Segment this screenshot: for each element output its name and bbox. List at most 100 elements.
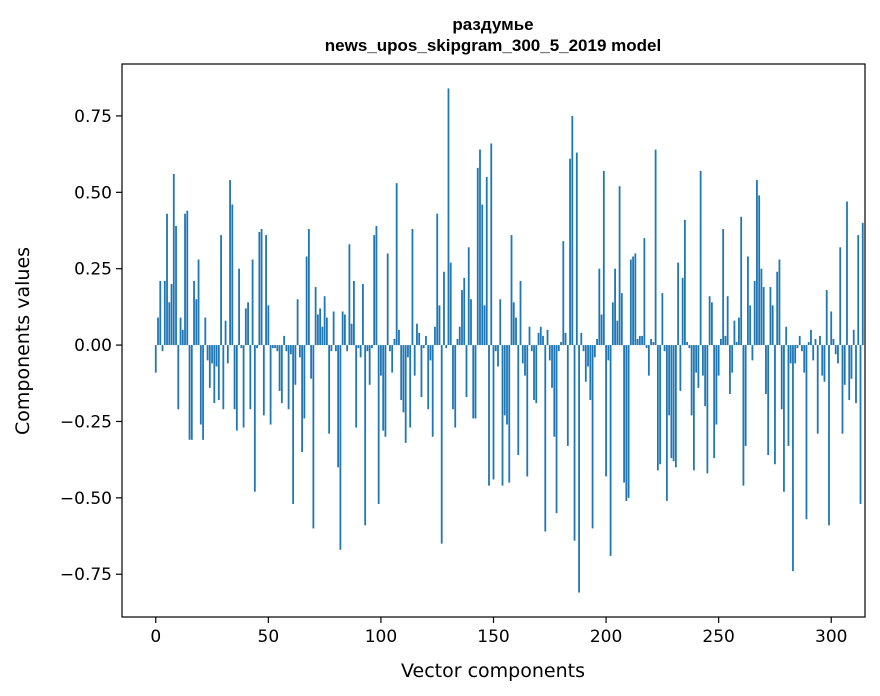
chart-subtitle: news_upos_skipgram_300_5_2019 model [325,36,661,55]
bar [832,338,835,346]
bar [184,213,186,346]
bar [319,308,322,346]
bar [386,253,389,346]
bar [251,259,254,346]
bar [731,345,734,373]
bar [814,338,817,346]
bar [717,345,720,376]
bar [767,345,770,456]
bar [638,335,641,346]
bar [704,345,707,407]
bar [582,345,585,352]
bar [371,345,373,349]
bar [661,293,664,346]
x-tick-label: 150 [477,627,509,647]
bar [479,149,481,346]
bar [614,268,616,346]
bar [823,345,826,382]
y-tick-label: 0.50 [74,183,112,203]
bar [256,345,258,349]
bar [850,345,853,379]
bar [289,345,292,355]
bar [436,213,439,346]
bar [679,345,682,391]
bar [562,241,565,346]
bar [249,345,252,410]
bar [166,213,168,346]
bar [413,345,416,376]
bar [269,345,272,425]
bar [348,244,351,346]
bar [253,345,256,492]
bar [641,335,643,346]
bar [654,149,657,346]
bar [161,345,164,352]
bar [224,320,227,346]
bar [262,345,265,416]
bar [499,299,502,346]
bar [211,345,213,364]
bar [711,302,713,346]
bar [431,345,434,437]
bar [828,345,830,526]
bar [341,311,344,346]
x-tick-label: 300 [815,627,847,647]
bar [794,345,797,364]
bar [485,177,488,346]
bar [810,329,812,346]
x-tick-label: 0 [150,627,161,647]
bar [422,345,425,349]
y-tick-label: −0.25 [60,412,112,432]
x-axis-label: Vector components [401,660,585,682]
bar [758,195,761,346]
bar [542,335,544,346]
bar [233,345,236,410]
bar [798,335,801,346]
bar [753,280,756,346]
y-tick-label: 0.75 [74,107,112,127]
bar [738,317,740,346]
bar [285,345,288,352]
bar [821,345,824,376]
bar [283,335,286,346]
bar [344,314,346,346]
bar [175,225,177,346]
bar [616,320,619,346]
bar [476,167,479,346]
bar [271,345,274,349]
bar [307,228,310,346]
bar [636,338,639,346]
bar [402,345,405,413]
bar [686,342,689,346]
bar [494,345,497,352]
bar [598,268,601,346]
bar [375,225,378,346]
bar [238,268,240,346]
bar [521,345,524,364]
bar [301,345,304,453]
bar [789,345,792,364]
x-tick-label: 250 [702,627,734,647]
bar [449,262,452,346]
bar [179,317,182,346]
bar [591,345,594,529]
y-tick-label: −0.50 [60,489,112,509]
bar [776,271,779,346]
bar [425,335,427,346]
bar [217,345,220,401]
bar [774,345,776,465]
bar [553,345,556,437]
bar [443,271,445,346]
bar [294,345,297,385]
bar [778,259,781,346]
bar [652,342,655,346]
bar [805,345,808,520]
bar [724,335,727,346]
bar [278,345,281,391]
bar [769,287,772,346]
bar [411,228,414,346]
bar [733,320,736,346]
bar [276,345,279,352]
bar [398,329,400,346]
bar [157,317,159,346]
